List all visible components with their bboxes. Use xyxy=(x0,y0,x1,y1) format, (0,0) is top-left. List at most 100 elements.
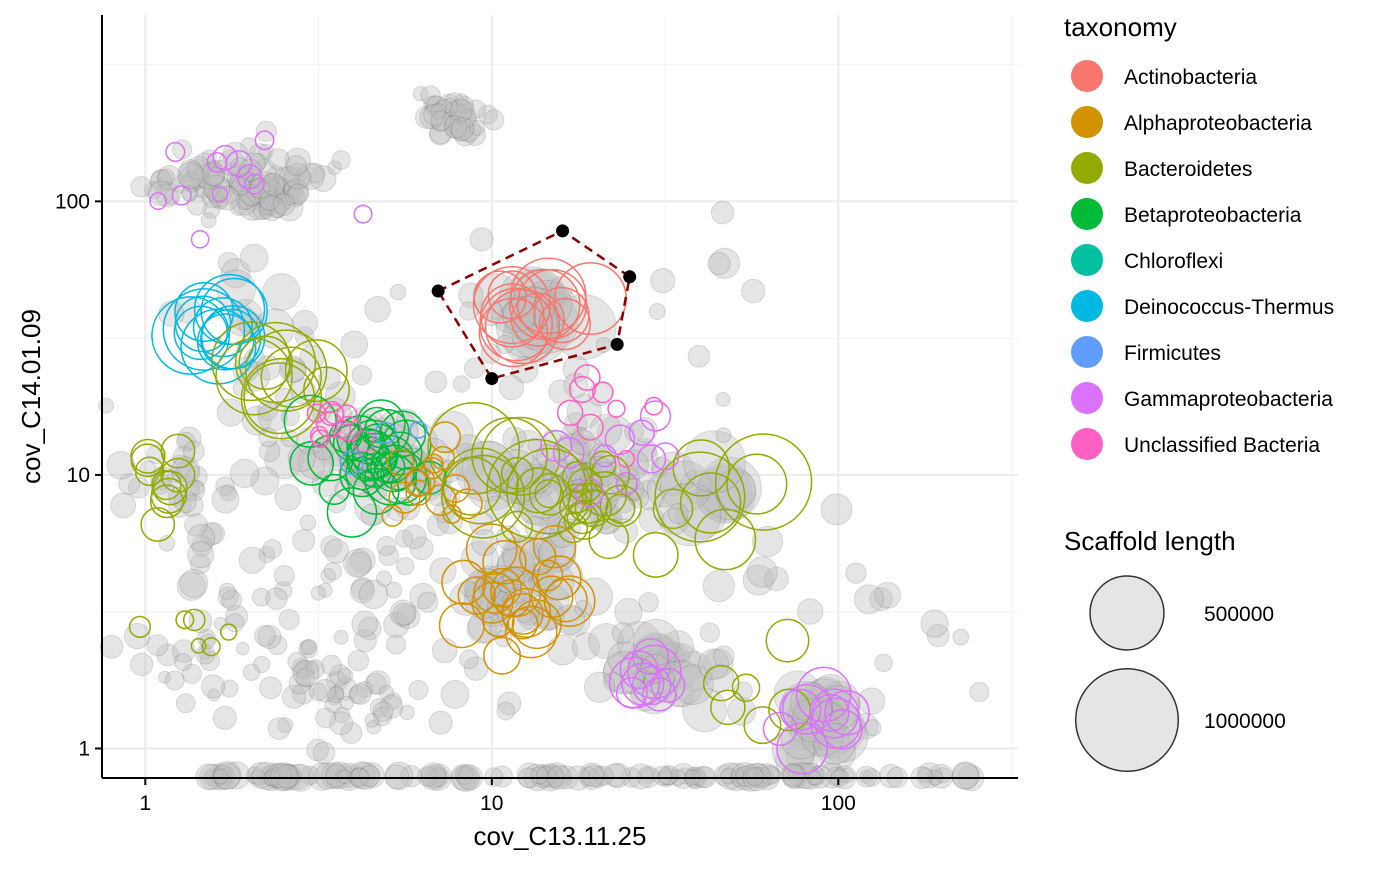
unclassified-point xyxy=(329,664,352,686)
unclassified-point xyxy=(273,165,301,193)
legend-swatch xyxy=(1071,336,1103,368)
unclassified-point xyxy=(150,169,173,192)
unclassified-point xyxy=(266,165,286,184)
legend-swatch xyxy=(1071,290,1103,322)
unclassified-point xyxy=(264,439,305,480)
unclassified-point xyxy=(173,653,193,672)
unclassified-point xyxy=(258,173,285,200)
unclassified-point xyxy=(468,119,486,136)
baseline-point xyxy=(274,764,300,789)
unclassified-point xyxy=(272,193,296,216)
unclassified-point xyxy=(715,427,732,444)
taxon-point xyxy=(381,504,404,527)
selection-vertex xyxy=(485,372,499,386)
taxon-point xyxy=(556,399,584,427)
taxon-point xyxy=(201,637,221,657)
unclassified-point xyxy=(667,503,689,525)
unclassified-point xyxy=(217,251,240,274)
unclassified-point xyxy=(291,657,312,679)
unclassified-point xyxy=(687,345,711,368)
baseline-point xyxy=(753,763,781,791)
baseline-point xyxy=(578,762,606,790)
taxon-point xyxy=(162,288,246,371)
unclassified-point xyxy=(285,154,307,177)
unclassified-point xyxy=(186,158,211,184)
unclassified-point xyxy=(347,649,370,672)
unclassified-point xyxy=(258,440,281,463)
taxon-point xyxy=(441,559,487,605)
taxon-point xyxy=(538,298,591,351)
baseline-point xyxy=(325,764,349,788)
taxon-point xyxy=(710,689,746,726)
taxon-point xyxy=(374,451,406,483)
unclassified-point xyxy=(351,610,378,638)
unclassified-point xyxy=(337,667,354,684)
unclassified-point xyxy=(952,628,970,646)
baseline-point xyxy=(627,763,655,790)
unclassified-point xyxy=(566,393,602,430)
baseline-point xyxy=(603,763,628,788)
unclassified-point xyxy=(259,195,281,216)
unclassified-point xyxy=(459,649,479,670)
baseline-point xyxy=(212,768,229,785)
unclassified-point xyxy=(926,624,950,648)
baseline-point xyxy=(745,767,765,787)
baseline-point xyxy=(384,761,414,791)
unclassified-point xyxy=(455,95,474,114)
unclassified-point xyxy=(339,695,355,711)
unclassified-point xyxy=(220,258,251,289)
taxon-point xyxy=(140,507,176,542)
unclassified-point xyxy=(443,114,468,139)
selection-outline xyxy=(436,229,632,381)
baseline-point xyxy=(214,765,235,786)
taxon-point xyxy=(576,413,604,441)
unclassified-point xyxy=(278,608,300,631)
unclassified-point xyxy=(425,94,445,114)
unclassified-point xyxy=(186,523,216,553)
taxon-point xyxy=(441,454,526,539)
unclassified-point xyxy=(357,616,382,641)
unclassified-point xyxy=(353,629,377,653)
unclassified-point xyxy=(304,162,326,184)
baseline-point xyxy=(358,762,385,789)
unclassified-point xyxy=(208,184,232,208)
baseline-point xyxy=(247,761,275,789)
taxon-point xyxy=(193,273,266,346)
taxon-point xyxy=(284,339,348,403)
baseline-point xyxy=(307,762,337,791)
unclassified-point xyxy=(297,162,325,191)
unclassified-point xyxy=(299,514,317,531)
taxon-point xyxy=(621,662,665,706)
taxon-point xyxy=(465,523,518,576)
unclassified-point xyxy=(444,115,468,139)
unclassified-point xyxy=(175,693,196,714)
unclassified-point xyxy=(229,177,245,193)
unclassified-point xyxy=(364,712,380,728)
unclassified-point xyxy=(200,212,217,229)
taxon-point xyxy=(478,297,549,368)
unclassified-point xyxy=(417,591,439,613)
unclassified-point xyxy=(786,695,838,747)
unclassified-point xyxy=(868,587,893,612)
unclassified-point xyxy=(254,624,276,647)
taxon-point xyxy=(211,321,291,402)
unclassified-point xyxy=(280,181,304,206)
taxon-point xyxy=(644,396,664,416)
baseline-point xyxy=(195,763,222,791)
taxon-point xyxy=(605,493,636,524)
taxon-point xyxy=(482,540,527,585)
taxon-point xyxy=(568,375,596,404)
unclassified-point xyxy=(129,652,154,677)
taxon-point xyxy=(244,173,266,195)
axes xyxy=(101,15,1018,779)
taxon-point xyxy=(440,473,471,503)
unclassified-point xyxy=(200,674,226,699)
unclassified-point xyxy=(190,168,210,188)
taxon-point xyxy=(149,192,168,211)
taxon-point xyxy=(607,399,626,418)
unclassified-point xyxy=(236,191,255,210)
baseline-point xyxy=(212,760,242,790)
taxon-point xyxy=(457,576,497,615)
baseline-point xyxy=(713,764,736,787)
